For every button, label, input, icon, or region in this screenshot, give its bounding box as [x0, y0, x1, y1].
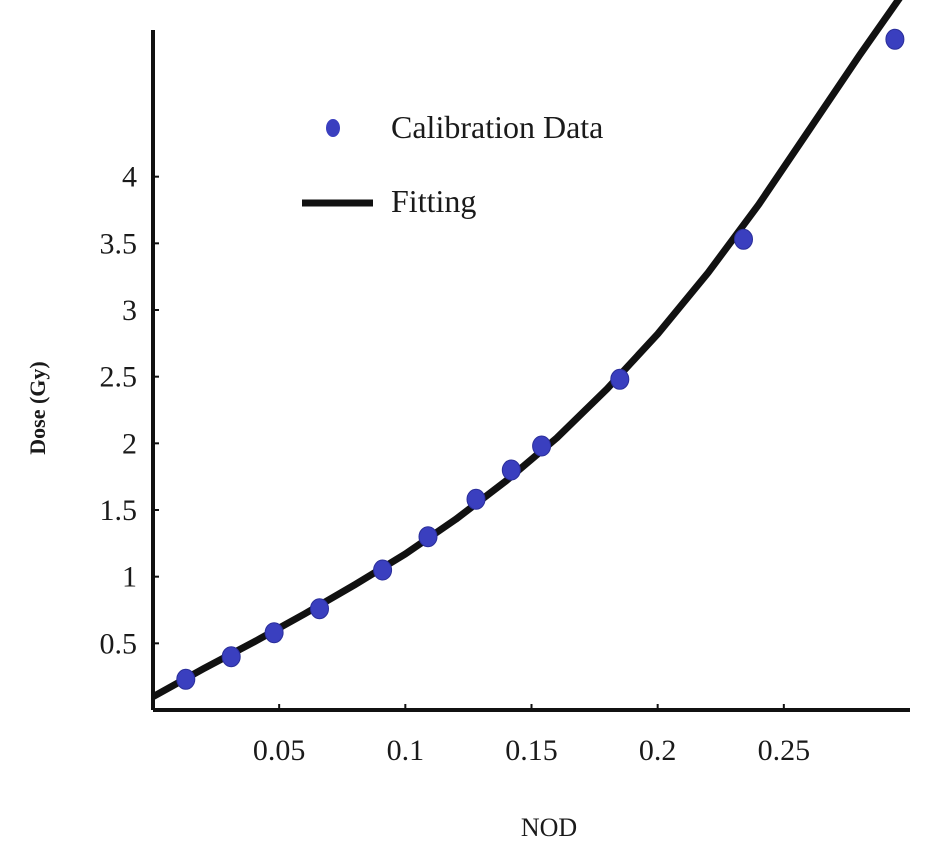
- data-point: [310, 598, 329, 620]
- y-tick-label: 2.5: [100, 361, 138, 394]
- x-axis-ticks: 0.05 0.1 0.15 0.2 0.25: [253, 704, 810, 767]
- x-tick-label: 0.1: [387, 734, 425, 767]
- calibration-points: [176, 28, 905, 690]
- data-point: [466, 488, 486, 510]
- data-point: [532, 435, 552, 457]
- data-point: [221, 646, 241, 668]
- y-tick-label: 4: [122, 161, 137, 194]
- x-axis-title: NOD: [521, 813, 577, 842]
- data-point: [734, 228, 753, 250]
- x-tick-label: 0.25: [758, 734, 811, 767]
- y-tick-label: 1.5: [100, 494, 138, 527]
- fitting-curve: [153, 0, 903, 701]
- y-axis-ticks: 0.5 1 1.5 2 2.5 3 3.5 4: [100, 161, 159, 660]
- legend-fitting-label: Fitting: [391, 183, 476, 219]
- data-point: [885, 28, 905, 50]
- y-tick-label: 3.5: [100, 227, 138, 260]
- y-tick-label: 0.5: [100, 627, 138, 660]
- y-tick-label: 2: [122, 427, 137, 460]
- data-point: [176, 668, 196, 690]
- y-axis-title: Dose (Gy): [25, 361, 50, 454]
- data-point: [418, 526, 438, 548]
- y-tick-label: 1: [122, 561, 137, 594]
- data-point: [610, 368, 630, 390]
- x-tick-label: 0.15: [505, 734, 558, 767]
- data-point: [501, 459, 521, 481]
- data-point: [373, 559, 393, 581]
- legend-calibration-label: Calibration Data: [391, 109, 603, 145]
- x-tick-label: 0.05: [253, 734, 306, 767]
- legend-calibration-marker: [326, 119, 340, 137]
- legend: Calibration Data Fitting: [302, 109, 603, 219]
- x-tick-label: 0.2: [639, 734, 677, 767]
- data-point: [264, 622, 284, 644]
- y-tick-label: 3: [122, 294, 137, 327]
